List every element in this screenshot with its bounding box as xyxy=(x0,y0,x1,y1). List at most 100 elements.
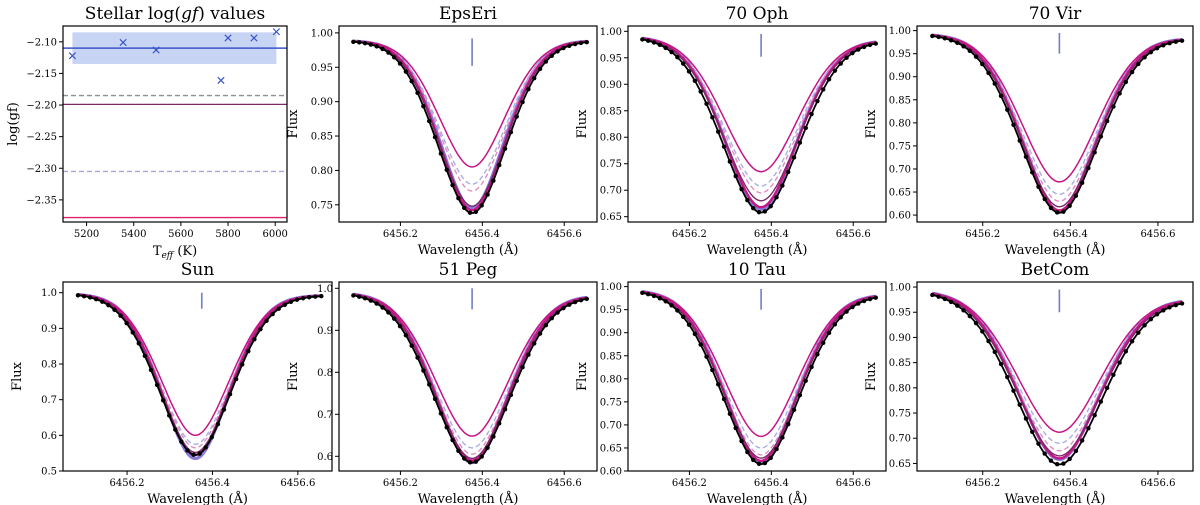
observed-point xyxy=(467,460,473,465)
observed-point xyxy=(675,308,680,313)
y-tick-label: 0.6 xyxy=(41,431,57,442)
observed-point xyxy=(826,77,832,82)
observed-point xyxy=(645,291,651,297)
observed-point xyxy=(1154,312,1160,317)
observed-point xyxy=(391,316,397,321)
observed-point xyxy=(1079,180,1085,186)
observed-point xyxy=(246,348,251,354)
observed-point xyxy=(584,39,589,45)
observed-point xyxy=(391,55,397,60)
observed-point xyxy=(998,93,1004,99)
observed-point xyxy=(462,456,467,461)
observed-point xyxy=(967,48,972,54)
observed-point xyxy=(1129,69,1135,75)
chart-panel-70vir: 6456.2 6456.4 6456.6 0.60 0.65 0.70 0.75 0.80 0.… xyxy=(864,4,1194,258)
observed-line xyxy=(353,294,587,464)
y-tick-label: 0.9 xyxy=(41,324,57,335)
chart-panel-epseri: 6456.2 6456.4 6456.6 0.75 0.80 0.85 0.90 0.95 1.… xyxy=(286,4,598,258)
x-axis-label-part: T xyxy=(153,244,162,259)
chart-title: BetCom xyxy=(1021,260,1090,280)
observed-point xyxy=(1173,39,1179,44)
model-line-dark xyxy=(932,293,1183,457)
observed-point xyxy=(288,299,294,305)
observed-point xyxy=(640,37,645,42)
model-line-dashed-pink xyxy=(353,40,587,192)
chart-title: 51 Peg xyxy=(439,260,498,280)
observed-point xyxy=(986,338,991,344)
data-point xyxy=(68,52,77,60)
model-line-dark xyxy=(77,294,322,454)
data-point xyxy=(224,34,232,42)
observed-point xyxy=(838,315,843,320)
observed-point xyxy=(733,173,738,179)
observed-point xyxy=(832,322,838,327)
y-tick-label: 0.80 xyxy=(889,118,911,129)
chart-title: EpsEri xyxy=(439,4,498,24)
x-tick-label: 6456.4 xyxy=(754,478,789,489)
y-tick-label: 0.5 xyxy=(41,467,57,478)
observed-point xyxy=(479,203,484,208)
observed-point xyxy=(850,50,855,56)
observed-point xyxy=(942,36,948,41)
y-tick-label: 0.95 xyxy=(889,308,911,319)
observed-point xyxy=(426,382,432,387)
y-tick-label: 1.00 xyxy=(600,27,622,38)
y-tick-label: 0.90 xyxy=(311,97,333,108)
y-axis-label: Flux xyxy=(286,361,301,391)
axes-frame xyxy=(62,25,288,223)
observed-point xyxy=(1111,104,1116,109)
observed-point xyxy=(508,392,514,398)
observed-point xyxy=(1092,150,1097,155)
observed-point xyxy=(549,53,554,58)
x-tick-label: 6456.4 xyxy=(754,229,789,240)
chart-panel-betcom: 6456.2 6456.4 6456.6 0.65 0.70 0.75 0.80 0.85 0.… xyxy=(864,260,1194,505)
observed-point xyxy=(397,61,403,66)
observed-point xyxy=(710,367,715,373)
model-line-magenta-thick xyxy=(77,293,322,457)
y-axis-label: Flux xyxy=(286,109,301,139)
observed-point xyxy=(403,69,409,74)
observed-point xyxy=(1092,412,1097,418)
observed-point xyxy=(426,118,432,124)
observed-point xyxy=(692,78,698,83)
observed-point xyxy=(809,111,814,117)
x-tick-label: 5200 xyxy=(74,229,99,240)
x-axis-label: Wavelength (Å) xyxy=(418,491,519,505)
observed-point xyxy=(942,296,948,302)
observed-point xyxy=(1142,323,1147,328)
x-tick-label: 5600 xyxy=(168,229,193,240)
observed-point xyxy=(669,49,674,55)
observed-point xyxy=(780,183,785,188)
observed-point xyxy=(87,295,93,300)
observed-point xyxy=(1017,402,1022,407)
observed-point xyxy=(992,81,997,86)
observed-point xyxy=(233,376,239,382)
model-line-dark xyxy=(353,40,587,207)
observed-point xyxy=(838,61,843,66)
observed-point xyxy=(351,39,356,44)
observed-line xyxy=(932,35,1183,214)
model-line-magenta-thick xyxy=(932,34,1183,212)
y-axis-label: Flux xyxy=(864,109,879,139)
observed-point xyxy=(491,434,496,439)
y-tick-label: 0.85 xyxy=(600,106,622,117)
model-line-dark xyxy=(932,34,1183,208)
y-tick-label: 0.80 xyxy=(600,133,622,144)
data-point xyxy=(272,28,281,36)
y-tick-label: 0.70 xyxy=(600,186,622,197)
observed-point xyxy=(561,305,566,311)
plot-area xyxy=(640,288,878,466)
x-axis-label-part: eff xyxy=(161,251,174,261)
plot-area xyxy=(75,292,324,461)
observed-point xyxy=(861,44,867,50)
observed-point xyxy=(386,310,391,315)
chart-title: 70 Vir xyxy=(1029,4,1082,24)
observed-point xyxy=(856,301,861,306)
observed-point xyxy=(252,337,257,342)
model-line-magenta-thick xyxy=(353,40,587,212)
observed-point xyxy=(768,204,773,209)
observed-point xyxy=(386,50,391,55)
observed-point xyxy=(756,461,762,466)
observed-point xyxy=(264,318,269,323)
observed-point xyxy=(276,306,281,311)
